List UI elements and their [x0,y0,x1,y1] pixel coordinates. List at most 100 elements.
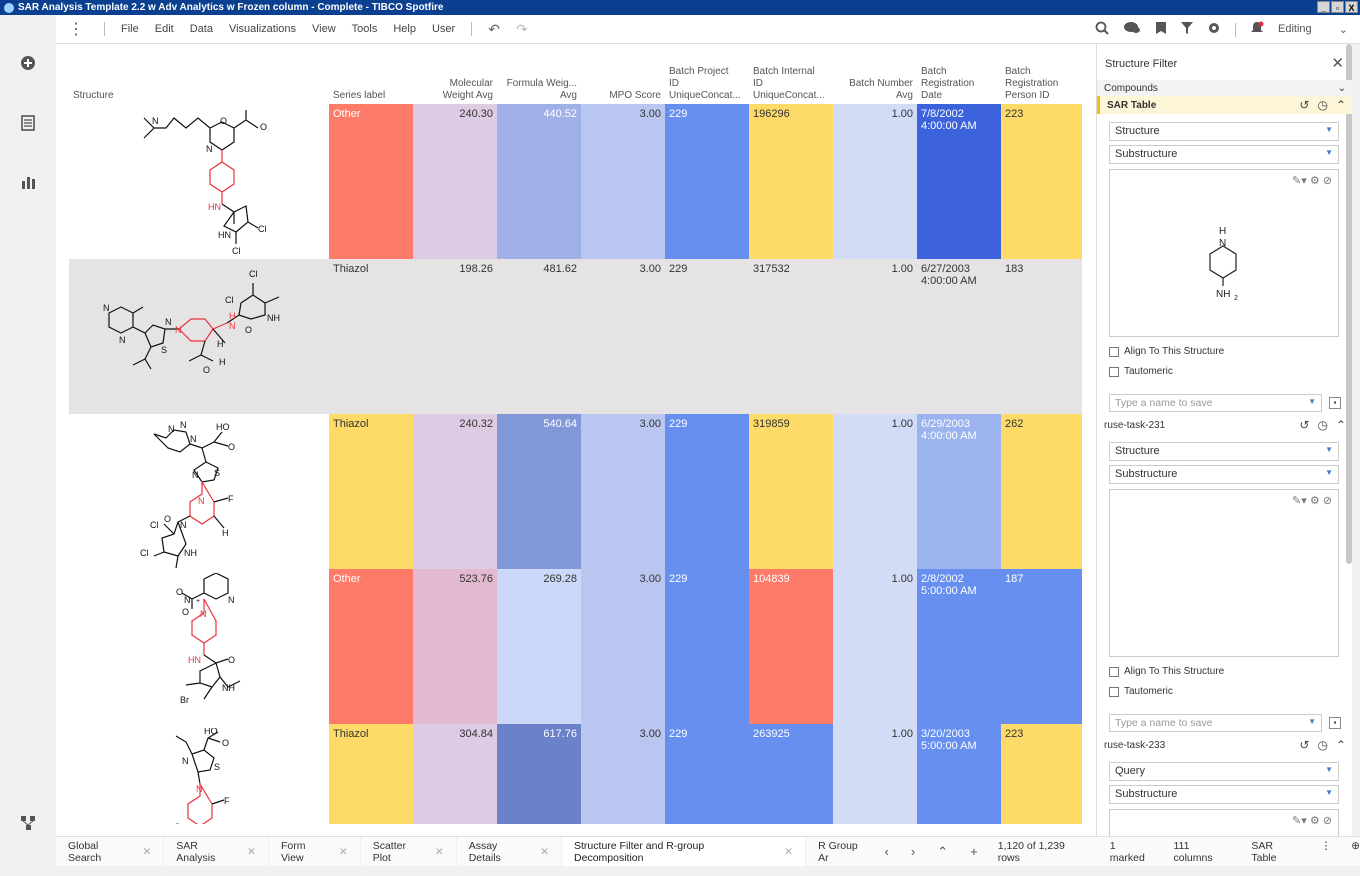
clear-search-icon[interactable]: ⊘ [1322,495,1332,507]
edit-pencil-icon[interactable]: ✎▾ [1292,815,1307,827]
close-tab-icon[interactable]: ✕ [142,845,152,858]
registration-date-cell[interactable]: 6/27/2003 4:00:00 AM [917,259,1001,414]
search-icon[interactable] [1095,21,1109,39]
more-options-icon[interactable]: ⋮ [68,21,84,38]
filter-icon[interactable] [1181,21,1193,39]
table-row[interactable]: N N S N N H N H O H Cl Cl NH O [69,259,1082,414]
series-label-cell[interactable]: Thiazol [329,724,413,824]
structure-column-select[interactable]: Structure ▼ [1109,442,1339,461]
structure-cell[interactable]: N O OH O N HN HN Cl Cl [69,104,329,259]
filter-group-header[interactable]: SAR Table ↺ ◷ ⌃ [1097,96,1352,114]
checkbox-box[interactable] [1109,686,1119,697]
sketch-settings-icon[interactable]: ⚙ [1309,175,1320,187]
header-registration-person[interactable]: Batch Registration Person ID [1001,60,1082,104]
bookmark-icon[interactable] [1155,21,1167,39]
page-tab[interactable]: Global Search ✕ [56,836,165,867]
series-label-cell[interactable]: Other [329,569,413,724]
double-chevron-up-icon[interactable]: ⌃ [937,843,949,859]
structure-cell[interactable]: N N S N N H N H O H Cl Cl NH O [69,259,329,414]
menu-data[interactable]: Data [189,23,213,35]
save-icon[interactable]: ▪ [1329,717,1341,729]
batch-internal-id-cell[interactable]: 319859 [749,414,833,569]
more-options-icon[interactable]: ⋮ [1320,839,1332,852]
chevron-up-icon[interactable]: ⌃ [1335,418,1346,432]
edit-pencil-icon[interactable]: ✎▾ [1292,175,1307,187]
menu-user[interactable]: User [431,23,456,35]
mpo-score-cell[interactable]: 3.00 [581,414,665,569]
close-icon[interactable]: ✕ [1331,55,1344,72]
page-tab[interactable]: SAR Analysis ✕ [164,836,269,867]
batch-number-cell[interactable]: 1.00 [833,724,917,824]
batch-internal-id-cell[interactable]: 263925 [749,724,833,824]
search-mode-select[interactable]: Substructure ▼ [1109,785,1339,804]
mpo-score-cell[interactable]: 3.00 [581,569,665,724]
series-label-cell[interactable]: Other [329,104,413,259]
menu-tools[interactable]: Tools [351,23,378,35]
align-checkbox[interactable]: Align To This Structure [1109,346,1224,357]
batch-project-id-cell[interactable]: 229 [665,569,749,724]
batch-internal-id-cell[interactable]: 317532 [749,259,833,414]
page-tab[interactable]: Scatter Plot ✕ [361,836,457,867]
reset-icon[interactable]: ↺ [1299,418,1310,432]
sketch-settings-icon[interactable]: ⚙ [1309,495,1320,507]
registration-date-cell[interactable]: 7/8/2002 4:00:00 AM [917,104,1001,259]
page-tab[interactable]: Form View ✕ [269,836,361,867]
molecular-weight-cell[interactable]: 198.26 [413,259,497,414]
close-tab-icon[interactable]: ✕ [434,845,444,858]
header-batch-project-id[interactable]: Batch Project ID UniqueConcat... [665,60,749,104]
sketch-settings-icon[interactable]: ⚙ [1309,815,1320,827]
structure-column-select[interactable]: Query ▼ [1109,762,1339,781]
structure-sketch-area[interactable]: ✎▾ ⚙ ⊘ [1109,489,1339,657]
registration-date-cell[interactable]: 6/29/2003 4:00:00 AM [917,414,1001,569]
save-name-input[interactable]: Type a name to save ▼ [1109,394,1322,412]
globe-icon[interactable]: ⊕ [1351,839,1360,852]
series-label-cell[interactable]: Thiazol [329,414,413,569]
add-circle-icon[interactable] [18,55,38,75]
formula-weight-cell[interactable]: 540.64 [497,414,581,569]
structure-sketch-area[interactable]: ✎▾ ⚙ ⊘ [1109,809,1339,836]
registration-date-cell[interactable]: 3/20/2003 5:00:00 AM [917,724,1001,824]
search-mode-select[interactable]: Substructure ▼ [1109,465,1339,484]
structure-cell[interactable]: N O N + O N HN O NH Br [69,569,329,724]
checkbox-box[interactable] [1109,666,1119,677]
reset-icon[interactable]: ↺ [1299,98,1310,112]
structure-cell[interactable]: N N N HO O N S N F N O H Cl Cl N [69,414,329,569]
mpo-score-cell[interactable]: 3.00 [581,104,665,259]
header-registration-date[interactable]: Batch Registration Date [917,60,1001,104]
header-formula-weight[interactable]: Formula Weig... Avg [497,60,581,104]
filter-group-header[interactable]: ruse-task-233 ↺ ◷ ⌃ [1097,736,1352,754]
molecular-weight-cell[interactable]: 240.30 [413,104,497,259]
formula-weight-cell[interactable]: 481.62 [497,259,581,414]
redo-icon[interactable]: ↷ [515,20,528,37]
chevron-up-icon[interactable]: ⌃ [1335,738,1346,752]
header-structure[interactable]: Structure [73,90,114,101]
structure-column-select[interactable]: Structure ▼ [1109,122,1339,141]
batch-number-cell[interactable]: 1.00 [833,569,917,724]
restore-button[interactable]: ▫ [1331,1,1344,13]
molecular-weight-cell[interactable]: 523.76 [413,569,497,724]
settings-gear-icon[interactable] [1207,21,1221,39]
batch-internal-id-cell[interactable]: 104839 [749,569,833,724]
tautomeric-checkbox[interactable]: Tautomeric [1109,686,1173,697]
chevron-right-icon[interactable]: › [910,843,916,859]
header-batch-internal-id[interactable]: Batch Internal ID UniqueConcat... [749,60,833,104]
edit-pencil-icon[interactable]: ✎▾ [1292,495,1307,507]
reset-icon[interactable]: ↺ [1299,738,1310,752]
close-tab-icon[interactable]: ✕ [247,845,256,858]
header-mpo-score[interactable]: MPO Score [609,90,661,101]
structure-cell[interactable]: HO O N S N F O H [69,724,329,824]
structure-sketch-area[interactable]: ✎▾ ⚙ ⊘ H N NH 2 [1109,169,1339,337]
table-row[interactable]: N O OH O N HN HN Cl Cl Other 240.30 440.… [69,104,1082,259]
formula-weight-cell[interactable]: 269.28 [497,569,581,724]
data-flow-icon[interactable] [18,815,38,835]
close-tab-icon[interactable]: ✕ [784,845,794,858]
page-tab[interactable]: Assay Details ✕ [457,836,563,867]
molecular-weight-cell[interactable]: 240.32 [413,414,497,569]
active-table[interactable]: SAR Table [1251,839,1277,864]
batch-number-cell[interactable]: 1.00 [833,259,917,414]
clear-search-icon[interactable]: ⊘ [1322,815,1332,827]
registration-person-cell[interactable]: 187 [1001,569,1082,724]
tautomeric-checkbox[interactable]: Tautomeric [1109,366,1173,377]
clear-search-icon[interactable]: ⊘ [1322,175,1332,187]
mpo-score-cell[interactable]: 3.00 [581,259,665,414]
